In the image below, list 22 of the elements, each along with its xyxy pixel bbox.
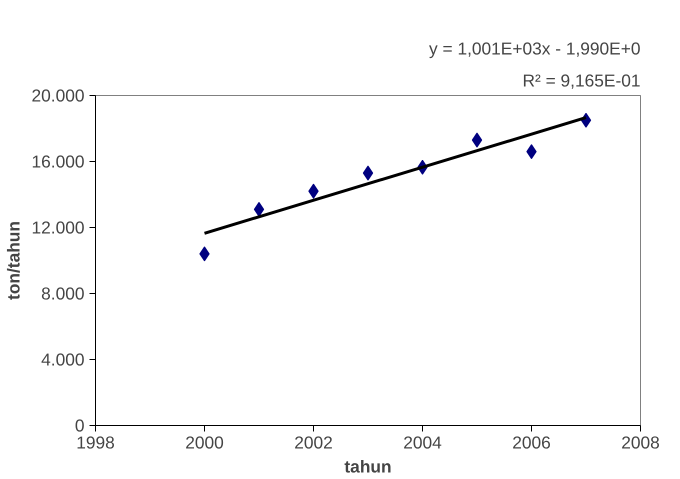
point [362,166,374,181]
y-tick-label: 20.000 [32,86,84,106]
point [308,184,319,199]
y-tick-label: 12.000 [32,218,84,238]
text: R² = 9,165E-01 [522,70,641,90]
x-tick-label: 2002 [294,432,333,452]
point [472,132,482,148]
y-tick-label: 16.000 [32,152,84,172]
y-axis-title: ton/tahun [4,221,24,300]
text: y = 1,001E+03x - 1,990E+0 [429,38,641,58]
x-tick-label: 2008 [621,432,660,452]
x-tick-label: 2004 [403,432,442,452]
x-tick-label: 1998 [76,432,115,452]
x-axis-title: tahun [344,456,392,476]
point [526,144,537,160]
point [199,246,210,262]
y-tick-label: 0 [74,416,85,436]
y-tick-label: 8.000 [41,284,85,304]
x-tick-label: 2000 [185,432,224,452]
x-tick-label: 2006 [512,432,551,452]
point [254,202,264,217]
y-tick-label: 4.000 [41,350,85,370]
